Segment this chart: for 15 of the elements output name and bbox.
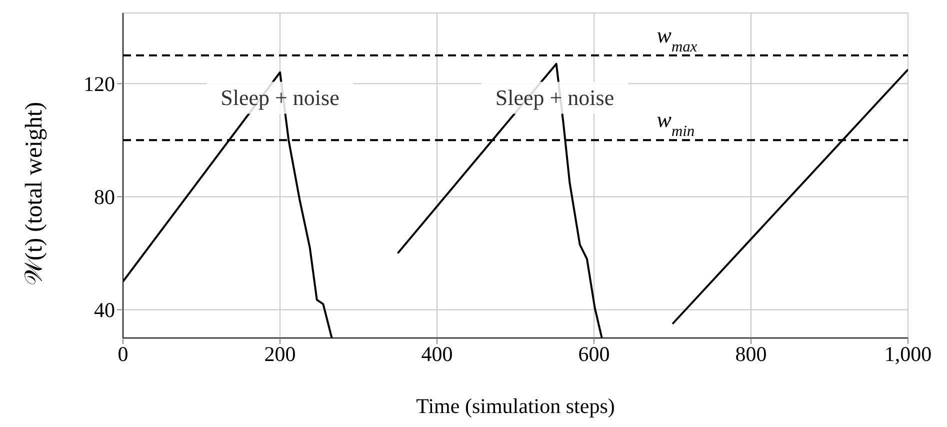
x-tick-label: 400 xyxy=(421,342,453,366)
ref-line-label: w$_{min}$ xyxy=(656,107,695,140)
x-tick-label: 600 xyxy=(578,342,610,366)
x-axis-title: Time (simulation steps) xyxy=(416,394,615,418)
x-tick-label: 200 xyxy=(264,342,296,366)
y-tick-label: 40 xyxy=(94,298,115,322)
x-tick-label: 1,000 xyxy=(884,342,932,366)
ref-line-label: w$_{max}$ xyxy=(656,22,698,55)
x-tick-label: 800 xyxy=(735,342,767,366)
annotation: Sleep + noise xyxy=(220,84,340,110)
y-tick-label: 120 xyxy=(84,72,115,96)
y-tick-label: 80 xyxy=(94,185,115,210)
annotation: Sleep + noise xyxy=(495,84,614,110)
x-tick-label: 0 xyxy=(118,342,128,366)
y-axis-title: 𝒲(t) (total weight) xyxy=(22,102,48,286)
